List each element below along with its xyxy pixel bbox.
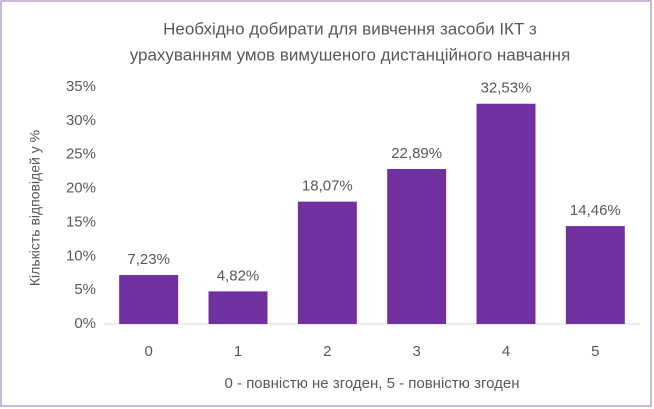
x-tick-label: 5	[591, 343, 599, 360]
data-label: 14,46%	[570, 202, 621, 219]
chart-title: урахуванням умов вимушеного дистанційног…	[130, 45, 571, 64]
data-label: 4,82%	[217, 267, 260, 284]
bar	[387, 169, 447, 324]
x-axis-label: 0 - повністю не згоден, 5 - повністю зго…	[225, 375, 520, 392]
bar	[297, 201, 357, 324]
y-tick-label: 30%	[66, 112, 96, 129]
bar	[565, 226, 625, 324]
bar	[119, 275, 179, 324]
data-label: 22,89%	[391, 145, 442, 162]
y-tick-label: 10%	[66, 247, 96, 264]
y-tick-label: 15%	[66, 213, 96, 230]
y-axis-label: Кількість відповідей у %	[27, 130, 43, 286]
x-tick-label: 0	[144, 343, 152, 360]
bar	[208, 291, 268, 324]
y-tick-label: 20%	[66, 180, 96, 197]
y-tick-label: 0%	[74, 315, 96, 332]
x-tick-label: 1	[234, 343, 242, 360]
data-label: 32,53%	[481, 80, 532, 97]
x-tick-label: 4	[502, 343, 510, 360]
chart-title: Необхідно добирати для вивчення засоби І…	[163, 19, 537, 38]
y-tick-label: 35%	[66, 78, 96, 95]
y-tick-label: 5%	[74, 281, 96, 298]
bar	[476, 103, 536, 324]
x-tick-label: 3	[412, 343, 420, 360]
y-tick-label: 25%	[66, 146, 96, 163]
data-label: 18,07%	[302, 178, 353, 195]
x-tick-label: 2	[323, 343, 331, 360]
data-label: 7,23%	[127, 251, 170, 268]
